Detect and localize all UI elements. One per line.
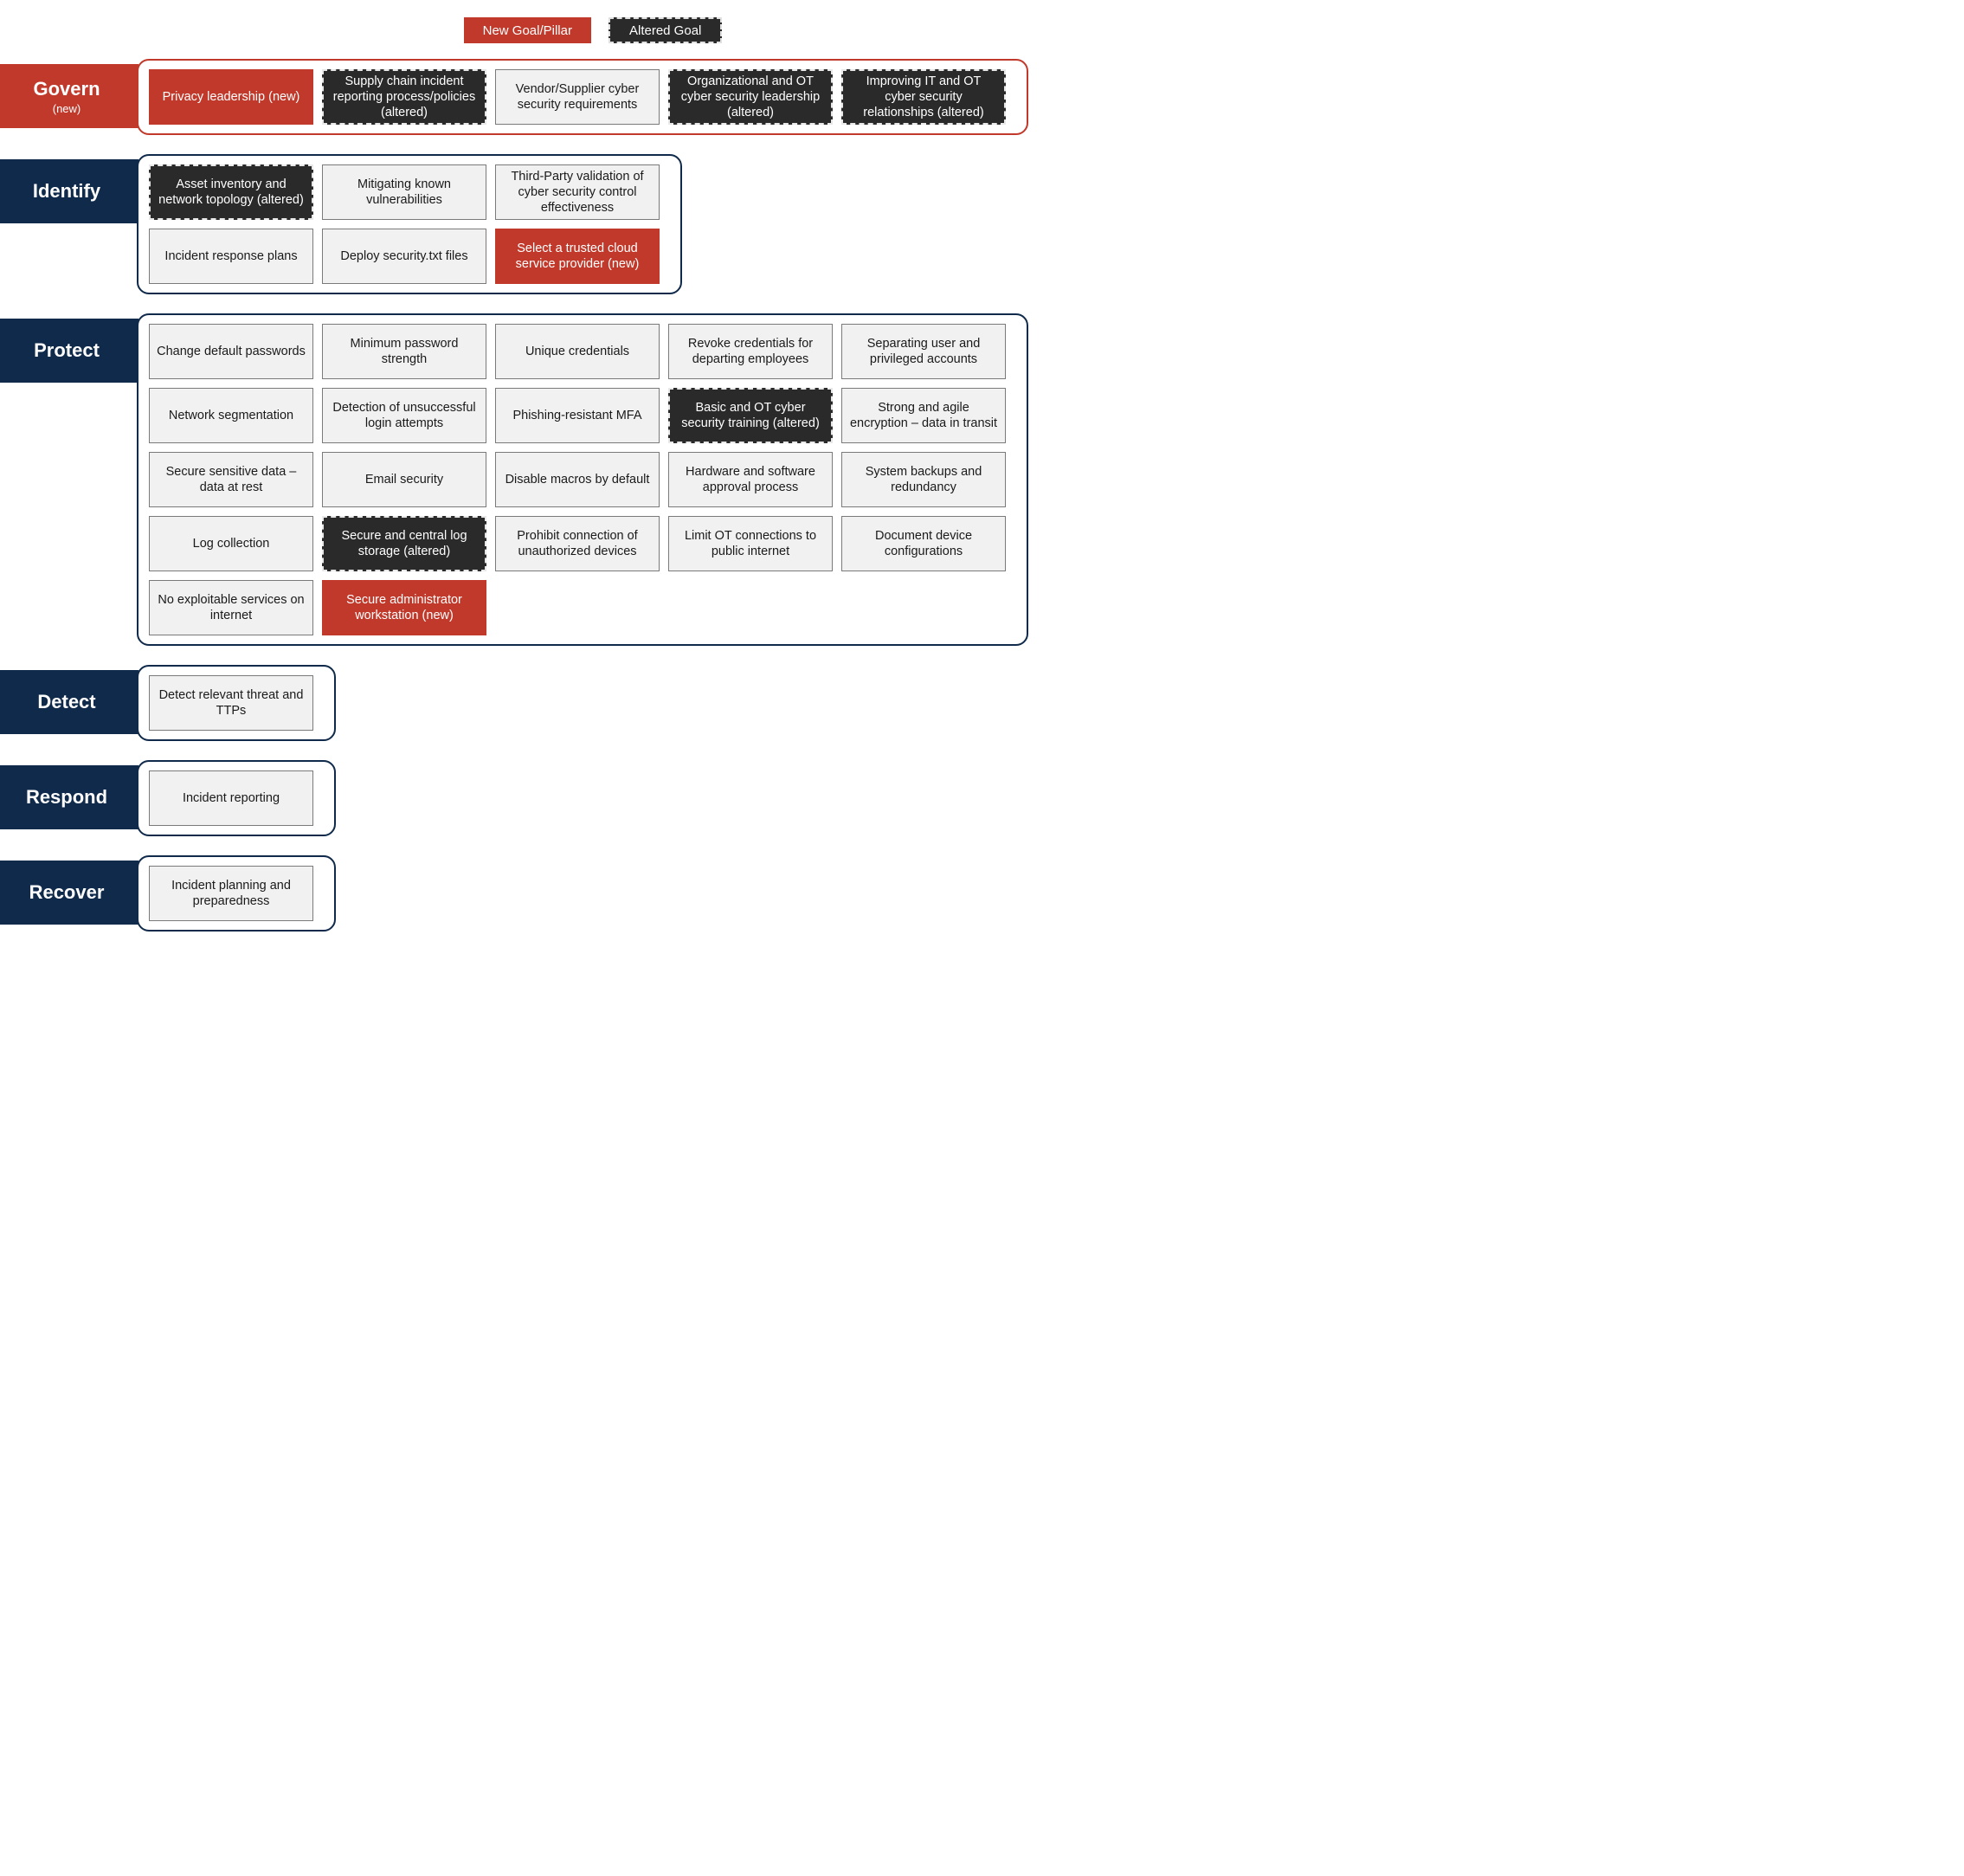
category-label-text: Detect bbox=[37, 691, 95, 713]
goal-box: Secure sensitive data – data at rest bbox=[149, 452, 313, 507]
goal-box: Select a trusted cloud service provider … bbox=[495, 229, 660, 284]
goal-box: Incident planning and preparedness bbox=[149, 866, 313, 921]
category-label-text: Protect bbox=[34, 339, 100, 362]
goal-box: Third-Party validation of cyber security… bbox=[495, 164, 660, 220]
goal-box: Detect relevant threat and TTPs bbox=[149, 675, 313, 731]
diagram-container: New Goal/Pillar Altered Goal Govern (new)… bbox=[0, 17, 1047, 932]
category-label-text: Identify bbox=[33, 180, 100, 203]
category-label-text: Govern bbox=[33, 78, 100, 100]
goal-box: Asset inventory and network topology (al… bbox=[149, 164, 313, 220]
category-govern: Govern (new) Privacy leadership (new)Suppl… bbox=[0, 59, 1047, 135]
category-label-text: Recover bbox=[29, 881, 105, 904]
category-sublabel: (new) bbox=[53, 102, 81, 115]
goal-box: Incident reporting bbox=[149, 770, 313, 826]
category-label-respond: Respond bbox=[0, 765, 138, 829]
goal-box: Detection of unsuccessful login attempts bbox=[322, 388, 486, 443]
category-label-recover: Recover bbox=[0, 861, 138, 925]
category-recover: Recover Incident planning and preparednes… bbox=[0, 855, 1047, 932]
category-body-respond: Incident reporting bbox=[137, 760, 336, 836]
goal-box: Incident response plans bbox=[149, 229, 313, 284]
category-identify: Identify Asset inventory and network topo… bbox=[0, 154, 1047, 294]
legend-altered: Altered Goal bbox=[609, 17, 722, 43]
goal-box: Disable macros by default bbox=[495, 452, 660, 507]
category-label-protect: Protect bbox=[0, 319, 138, 383]
category-detect: Detect Detect relevant threat and TTPs bbox=[0, 665, 1047, 741]
category-label-govern: Govern (new) bbox=[0, 64, 138, 128]
goal-box: Separating user and privileged accounts bbox=[841, 324, 1006, 379]
category-label-text: Respond bbox=[26, 786, 107, 809]
goal-box: Supply chain incident reporting process/… bbox=[322, 69, 486, 125]
goal-box: Privacy leadership (new) bbox=[149, 69, 313, 125]
goal-box: Vendor/Supplier cyber security requireme… bbox=[495, 69, 660, 125]
goal-box: Improving IT and OT cyber security relat… bbox=[841, 69, 1006, 125]
goal-box: Deploy security.txt files bbox=[322, 229, 486, 284]
category-protect: Protect Change default passwordsMinimum p… bbox=[0, 313, 1047, 646]
goal-box: Secure administrator workstation (new) bbox=[322, 580, 486, 635]
category-label-identify: Identify bbox=[0, 159, 138, 223]
category-body-identify: Asset inventory and network topology (al… bbox=[137, 154, 682, 294]
category-body-detect: Detect relevant threat and TTPs bbox=[137, 665, 336, 741]
category-body-recover: Incident planning and preparedness bbox=[137, 855, 336, 932]
category-label-detect: Detect bbox=[0, 670, 138, 734]
goal-box: Document device configurations bbox=[841, 516, 1006, 571]
goal-box: Secure and central log storage (altered) bbox=[322, 516, 486, 571]
goal-box: Mitigating known vulnerabilities bbox=[322, 164, 486, 220]
goal-box: Hardware and software approval process bbox=[668, 452, 833, 507]
legend-new: New Goal/Pillar bbox=[464, 17, 591, 43]
category-respond: Respond Incident reporting bbox=[0, 760, 1047, 836]
goal-box: Phishing-resistant MFA bbox=[495, 388, 660, 443]
goal-box: Email security bbox=[322, 452, 486, 507]
goal-box: No exploitable services on internet bbox=[149, 580, 313, 635]
goal-box: Strong and agile encryption – data in tr… bbox=[841, 388, 1006, 443]
goal-box: Revoke credentials for departing employe… bbox=[668, 324, 833, 379]
goal-box: Log collection bbox=[149, 516, 313, 571]
goal-box: Network segmentation bbox=[149, 388, 313, 443]
goal-box: Basic and OT cyber security training (al… bbox=[668, 388, 833, 443]
goal-box: System backups and redundancy bbox=[841, 452, 1006, 507]
categories-list: Govern (new) Privacy leadership (new)Suppl… bbox=[0, 59, 1047, 932]
category-body-protect: Change default passwordsMinimum password… bbox=[137, 313, 1028, 646]
goal-box: Unique credentials bbox=[495, 324, 660, 379]
goal-box: Minimum password strength bbox=[322, 324, 486, 379]
legend: New Goal/Pillar Altered Goal bbox=[0, 17, 1047, 43]
goal-box: Prohibit connection of unauthorized devi… bbox=[495, 516, 660, 571]
goal-box: Change default passwords bbox=[149, 324, 313, 379]
goal-box: Limit OT connections to public internet bbox=[668, 516, 833, 571]
category-body-govern: Privacy leadership (new)Supply chain inc… bbox=[137, 59, 1028, 135]
goal-box: Organizational and OT cyber security lea… bbox=[668, 69, 833, 125]
